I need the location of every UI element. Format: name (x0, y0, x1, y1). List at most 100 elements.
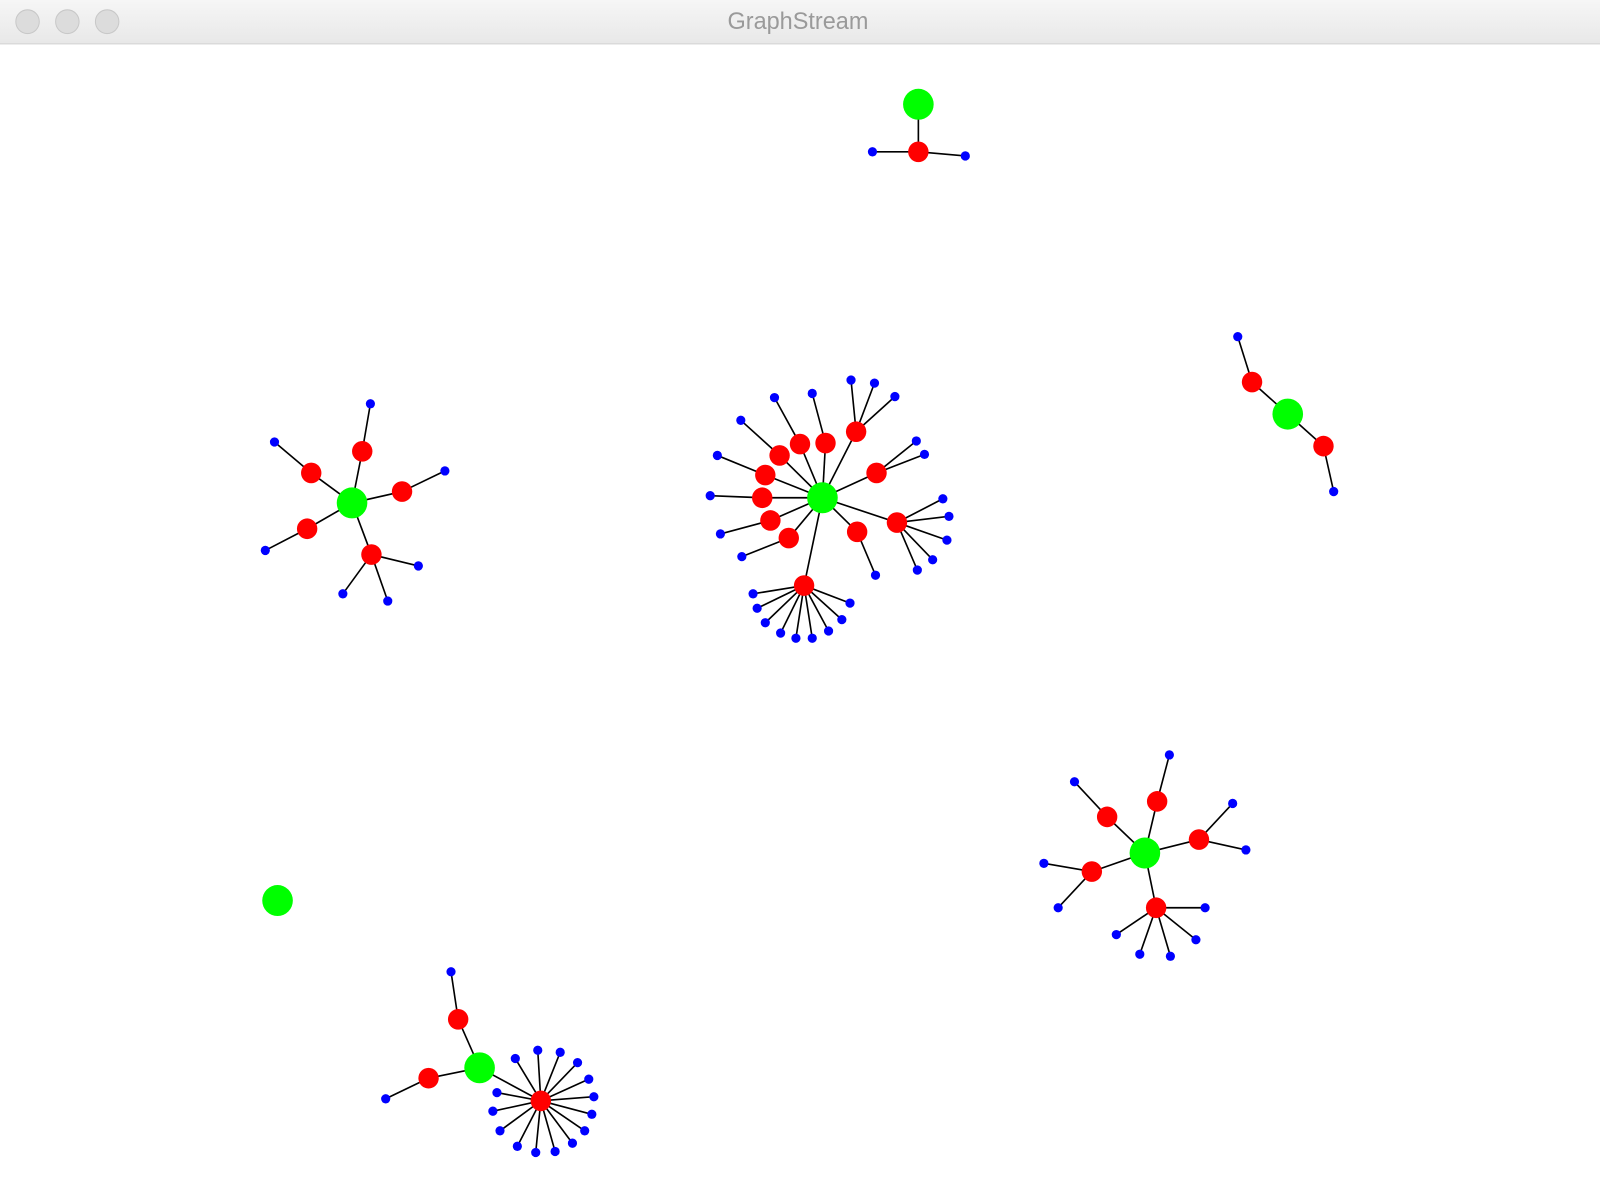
branch-node (1241, 371, 1263, 393)
window-title: GraphStream (728, 9, 869, 35)
leaf-node (752, 603, 762, 613)
leaf-node (510, 1053, 520, 1064)
leaf-node (823, 626, 834, 636)
leaf-node (567, 1138, 578, 1148)
leaf-node (269, 437, 280, 447)
leaf-node (944, 511, 954, 521)
branch-node (815, 432, 836, 454)
branch-node (1096, 806, 1118, 828)
leaf-node (584, 1074, 594, 1084)
leaf-node (1241, 845, 1251, 855)
branch-node (361, 544, 382, 565)
minimize-button[interactable] (55, 9, 80, 35)
leaf-node (1111, 929, 1121, 940)
branch-node (886, 512, 908, 533)
leaf-node (381, 1094, 391, 1104)
edges (264, 104, 1335, 1153)
leaf-node (1191, 935, 1201, 945)
branch-node (755, 464, 776, 486)
branch-node (530, 1090, 552, 1112)
branch-node (866, 462, 887, 484)
nodes (260, 88, 1339, 1158)
leaf-node (531, 1147, 541, 1158)
leaf-node (488, 1106, 498, 1116)
branch-node (1146, 791, 1168, 812)
hub-node (807, 482, 838, 514)
branch-node (1081, 861, 1103, 882)
leaf-node (446, 967, 456, 977)
leaf-node (492, 1087, 502, 1098)
leaf-node (1233, 332, 1243, 342)
hub-node (1272, 398, 1304, 430)
leaf-node (1053, 903, 1063, 913)
leaf-node (383, 596, 393, 606)
leaf-node (338, 589, 348, 599)
leaf-node (938, 494, 948, 504)
leaf-node (533, 1045, 543, 1055)
leaf-node (737, 551, 747, 562)
leaf-node (942, 535, 952, 545)
leaf-node (760, 618, 770, 628)
leaf-node (928, 555, 938, 565)
close-button[interactable] (15, 9, 40, 35)
branch-node (296, 518, 318, 540)
branch-node (845, 421, 867, 442)
leaf-node (919, 449, 930, 460)
branch-node (447, 1008, 469, 1030)
leaf-node (589, 1092, 599, 1102)
hub-node (464, 1052, 495, 1084)
leaf-node (846, 375, 856, 385)
branch-node (789, 433, 811, 455)
leaf-node (776, 628, 786, 638)
leaf-node (960, 151, 970, 161)
title-bar (0, 0, 1600, 44)
leaf-node (1069, 777, 1080, 787)
leaf-node (890, 391, 900, 402)
leaf-node (705, 491, 715, 501)
leaf-node (807, 388, 817, 399)
leaf-node (791, 633, 801, 643)
leaf-node (869, 378, 880, 388)
leaf-node (495, 1126, 505, 1136)
leaf-node (365, 399, 375, 409)
branch-node (1145, 897, 1167, 919)
leaf-node (260, 545, 270, 556)
leaf-node (572, 1058, 583, 1068)
leaf-node (1039, 858, 1049, 868)
leaf-node (580, 1126, 590, 1136)
leaf-node (587, 1109, 597, 1119)
leaf-node (867, 147, 878, 157)
branch-node (418, 1067, 439, 1089)
leaf-node (413, 561, 423, 571)
branch-node (760, 510, 781, 531)
leaf-node (1329, 486, 1339, 497)
leaf-node (1228, 798, 1238, 809)
leaf-node (1165, 951, 1175, 961)
leaf-node (1200, 903, 1210, 913)
branch-node (352, 440, 373, 462)
hub-node (1129, 837, 1161, 869)
leaf-node (512, 1141, 522, 1151)
leaf-node (712, 450, 722, 461)
leaf-node (1164, 750, 1174, 760)
leaf-node (870, 570, 881, 580)
branch-node (769, 445, 790, 466)
branch-node (793, 575, 815, 596)
leaf-node (912, 565, 922, 575)
hub-node (903, 88, 934, 120)
branch-node (752, 487, 773, 509)
branch-node (1313, 435, 1334, 457)
branch-node (1188, 829, 1210, 850)
leaf-node (769, 392, 780, 403)
branch-node (301, 462, 322, 484)
leaf-node (736, 415, 746, 425)
leaf-node (837, 614, 847, 625)
leaf-node (807, 633, 817, 643)
zoom-button[interactable] (94, 9, 120, 35)
leaf-node (550, 1146, 560, 1157)
leaf-node (911, 436, 921, 446)
leaf-node (555, 1047, 565, 1057)
branch-node (846, 521, 868, 543)
